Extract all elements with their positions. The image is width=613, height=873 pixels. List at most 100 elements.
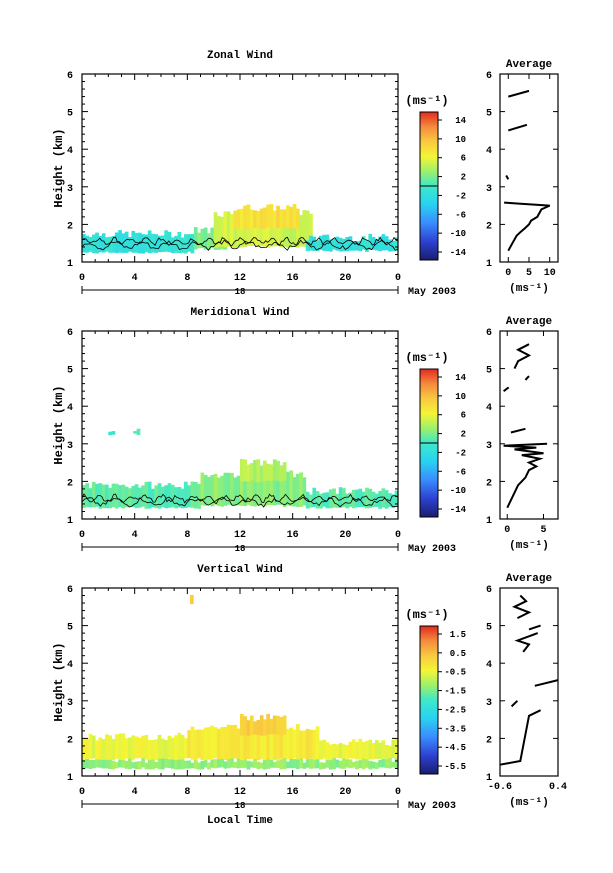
heatmap-cell <box>296 473 300 507</box>
heatmap-cell <box>226 211 231 247</box>
heatmap-cell <box>118 759 122 768</box>
heatmap-cell <box>203 227 208 250</box>
heatmap-cell <box>256 211 261 229</box>
x-ticks: 0 4 8 12 16 20 0 <box>79 588 401 798</box>
heatmap-cell <box>164 740 168 759</box>
heatmap-cell <box>263 207 267 229</box>
x-tick-label: 12 <box>234 273 246 284</box>
heatmap-cell <box>128 758 132 770</box>
heatmap-cell <box>338 760 343 769</box>
heatmap-cell <box>118 485 122 507</box>
heatmap-cell <box>266 213 270 248</box>
average-y-tick-label: 6 <box>486 71 492 82</box>
heatmap-cell <box>118 230 122 253</box>
heatmap-cell <box>309 235 313 251</box>
x-tick-label: 0 <box>79 273 85 284</box>
heatmap-cell <box>355 489 359 508</box>
heatmap-cell <box>388 493 392 507</box>
heatmap-cell <box>368 739 373 760</box>
heatmap-cell <box>246 730 251 760</box>
colorbar-unit: (ms⁻¹) <box>405 94 448 108</box>
heatmap-cell <box>319 493 323 509</box>
heatmap-cell <box>299 756 303 769</box>
heatmap-cell <box>388 745 392 759</box>
heatmap-cell <box>358 760 363 768</box>
average-curve-segment <box>504 201 551 252</box>
colorbar-tick-label: 1.5 <box>450 630 466 640</box>
heatmap-cell <box>217 759 221 768</box>
average-y-tick-label: 2 <box>486 478 492 489</box>
heatmap-cell <box>161 486 165 508</box>
heatmap-cell <box>121 757 126 768</box>
heatmap-cell <box>335 493 340 508</box>
heatmap-cell <box>141 735 145 759</box>
contour-line <box>81 496 399 508</box>
heatmap-cell <box>269 464 274 481</box>
heatmap-cells <box>82 428 399 509</box>
average-y-tick-label: 3 <box>486 698 492 709</box>
heatmap-cell <box>223 211 228 248</box>
x-tick-label: 12 <box>234 787 246 798</box>
heatmap-cell <box>236 756 241 769</box>
average-y-tick-label: 5 <box>486 109 492 120</box>
average-curve-segment <box>505 175 510 180</box>
heatmap-cell <box>279 730 284 759</box>
colorbar: (ms⁻¹) 1.5 0.5 -0.5 -1.5 -2.5 -3.5 -4.5 -5.5 <box>405 608 466 775</box>
heatmap-cell <box>85 758 89 769</box>
heatmap-cell <box>394 490 399 507</box>
heatmap-cell <box>351 739 356 759</box>
heatmap-cell <box>305 491 310 509</box>
heatmap-cell <box>289 758 294 769</box>
heatmap-cell <box>328 744 333 761</box>
heatmap-cell <box>177 732 182 760</box>
heatmap-cell <box>190 762 195 769</box>
heatmap-cell <box>286 205 290 228</box>
heatmap-cell <box>272 210 277 229</box>
colorbar-tick-label: -14 <box>450 248 467 258</box>
heatmap-cell <box>203 475 208 506</box>
heatmap-cell <box>240 714 244 736</box>
heatmap-cells <box>82 594 399 770</box>
average-curve-segment <box>511 594 532 619</box>
heatmap-cell <box>190 594 194 605</box>
heatmap-cell <box>174 735 178 760</box>
heatmap-cell <box>91 234 96 254</box>
heatmap-cell <box>95 755 99 768</box>
heatmap-cell <box>381 234 386 251</box>
heatmap-cell <box>358 738 363 760</box>
heatmap-cell <box>256 474 261 505</box>
contour-line <box>81 236 399 246</box>
x-tick-label: 20 <box>339 530 351 541</box>
heatmap-cell <box>384 744 389 760</box>
heatmap-cell <box>95 483 99 507</box>
heatmap-cell <box>259 208 264 229</box>
heatmap-cell <box>286 728 290 760</box>
heatmap-cell <box>272 715 277 734</box>
heatmap-cell <box>184 481 188 508</box>
heatmap-cell <box>88 734 93 760</box>
heatmap-cell <box>170 484 175 508</box>
heatmap-cell <box>365 240 369 252</box>
heatmap-cell <box>217 216 221 247</box>
average-x-tick-label: 0 <box>504 525 510 536</box>
heatmap-cell <box>276 715 280 736</box>
heatmap-cell <box>170 759 175 769</box>
heatmap-cell <box>348 741 353 759</box>
heatmap-cell <box>114 762 119 769</box>
contour-line <box>81 493 399 504</box>
heatmap-cell <box>315 726 320 760</box>
x-tick-label: 20 <box>339 787 351 798</box>
heatmap-cell <box>253 460 257 483</box>
heatmap-cell <box>203 757 208 768</box>
heatmap-cell <box>134 736 139 759</box>
average-frame <box>499 587 559 777</box>
heatmap-cell <box>118 733 122 760</box>
heatmap-cell <box>233 477 238 506</box>
colorbar: (ms⁻¹) 14 10 6 2 -2 -6 -10 -14 <box>405 94 467 261</box>
heatmap-cell <box>272 471 277 506</box>
heatmap-cell <box>286 211 290 248</box>
heatmap-cell <box>365 487 369 509</box>
heatmap-cell <box>338 487 343 508</box>
